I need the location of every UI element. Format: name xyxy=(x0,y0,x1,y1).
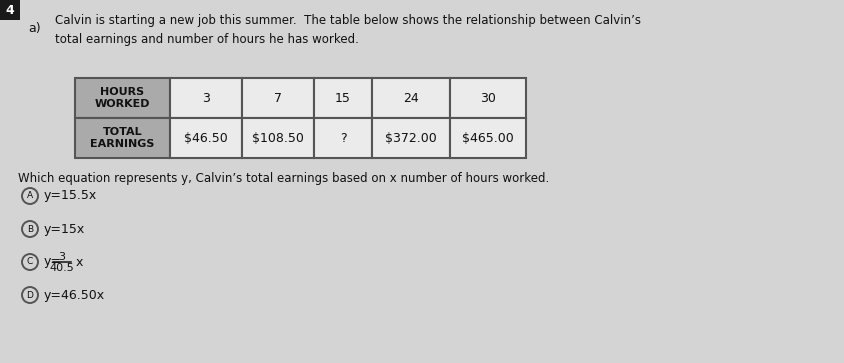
Bar xyxy=(75,78,170,118)
Text: B: B xyxy=(27,224,33,233)
Bar xyxy=(450,118,526,158)
Text: HOURS
WORKED: HOURS WORKED xyxy=(95,87,150,109)
Text: Which equation represents y, Calvin’s total earnings based on x number of hours : Which equation represents y, Calvin’s to… xyxy=(18,172,549,185)
Text: Calvin is starting a new job this summer.  The table below shows the relationshi: Calvin is starting a new job this summer… xyxy=(55,14,641,45)
Text: 40.5: 40.5 xyxy=(50,263,74,273)
Bar xyxy=(242,118,314,158)
Bar xyxy=(170,78,242,118)
Bar xyxy=(0,0,20,20)
Text: a): a) xyxy=(28,22,41,35)
Text: C: C xyxy=(27,257,33,266)
Text: TOTAL
EARNINGS: TOTAL EARNINGS xyxy=(90,127,154,149)
Bar xyxy=(170,118,242,158)
Text: A: A xyxy=(27,192,33,200)
Text: 3: 3 xyxy=(58,252,66,262)
Text: y=: y= xyxy=(44,256,62,269)
Bar xyxy=(314,78,372,118)
Text: ?: ? xyxy=(339,131,346,144)
Bar xyxy=(242,78,314,118)
Bar xyxy=(314,118,372,158)
Text: D: D xyxy=(26,290,34,299)
Text: $46.50: $46.50 xyxy=(184,131,228,144)
Text: x: x xyxy=(76,256,84,269)
Text: $372.00: $372.00 xyxy=(385,131,437,144)
Text: 24: 24 xyxy=(403,91,419,105)
Bar xyxy=(450,78,526,118)
Text: 4: 4 xyxy=(6,4,14,16)
Text: 30: 30 xyxy=(480,91,496,105)
Bar xyxy=(372,118,450,158)
Text: $465.00: $465.00 xyxy=(463,131,514,144)
Text: 15: 15 xyxy=(335,91,351,105)
Text: $108.50: $108.50 xyxy=(252,131,304,144)
Bar xyxy=(75,118,170,158)
Text: 7: 7 xyxy=(274,91,282,105)
Text: y=15x: y=15x xyxy=(44,223,85,236)
Text: y=46.50x: y=46.50x xyxy=(44,289,106,302)
Bar xyxy=(372,78,450,118)
Text: y=15.5x: y=15.5x xyxy=(44,189,97,203)
Text: 3: 3 xyxy=(202,91,210,105)
